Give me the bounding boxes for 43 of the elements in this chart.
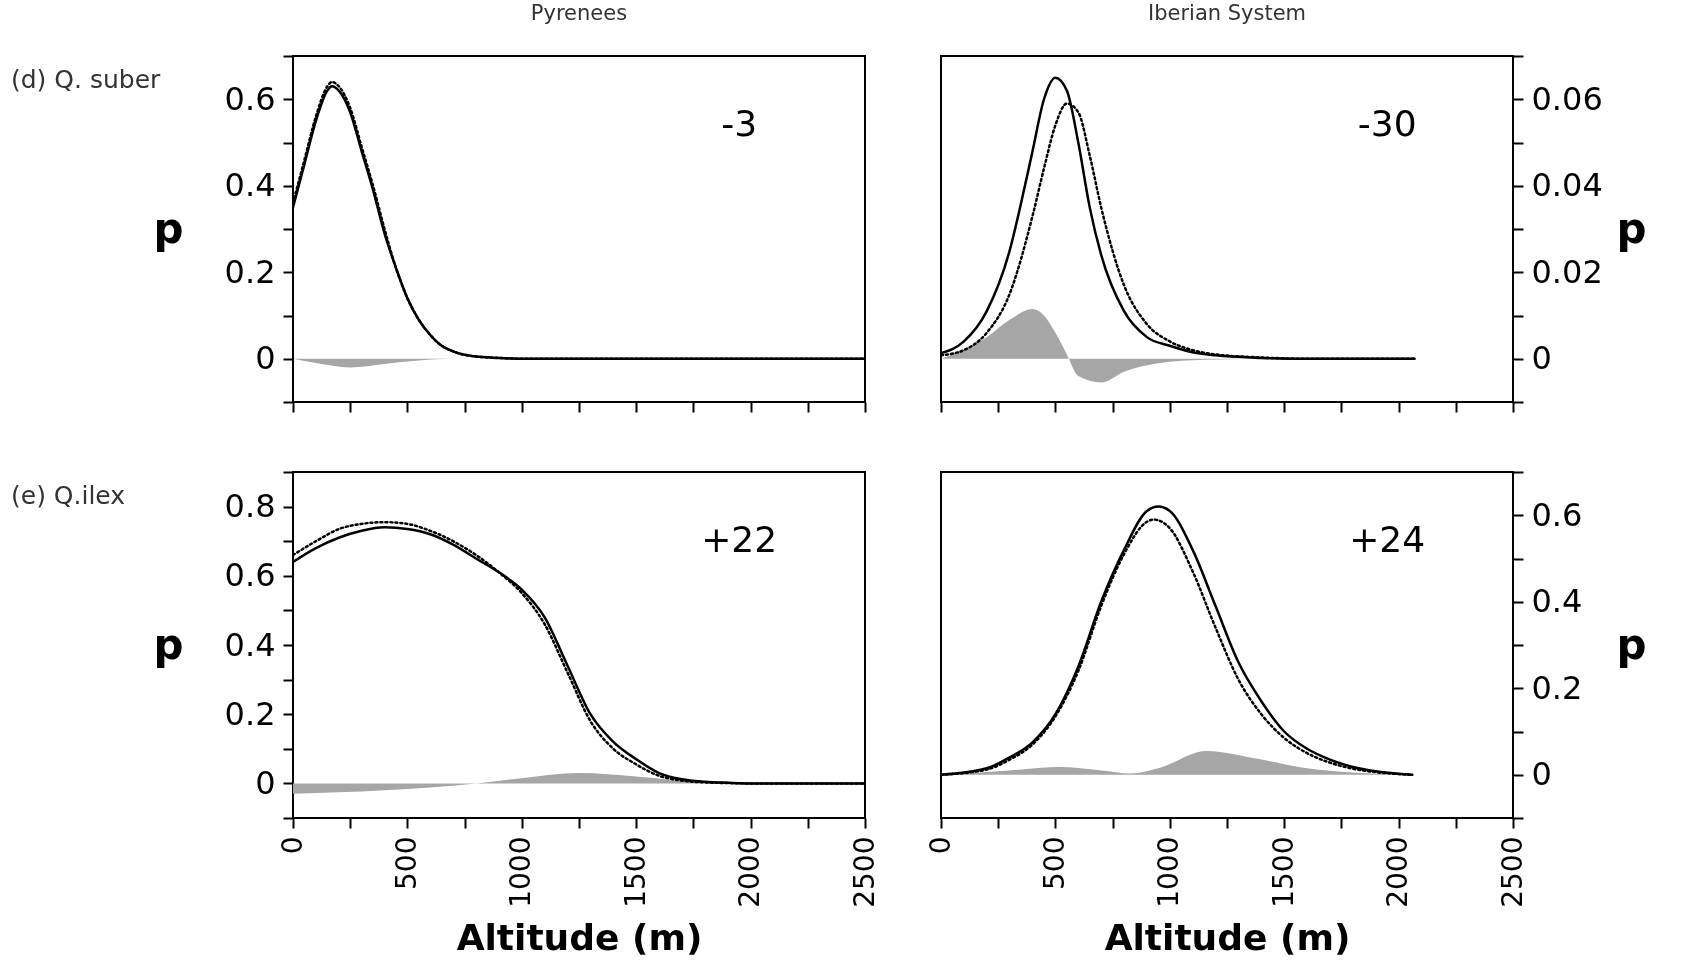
annotation: -30 bbox=[1357, 103, 1417, 145]
chart-title: Pyrenees bbox=[530, 1, 628, 25]
y-tick-label: 0.8 bbox=[224, 487, 276, 526]
y2-tick-label: 0.02 bbox=[1531, 252, 1603, 291]
x-tick-label: 500 bbox=[389, 836, 423, 890]
x-tick-label: 1000 bbox=[1152, 836, 1186, 908]
text: (d) Q. suber bbox=[11, 65, 162, 94]
x-tick-label: 2500 bbox=[1495, 836, 1529, 908]
y2-tick-label: 0.2 bbox=[1531, 668, 1583, 707]
x-tick-label: 0 bbox=[923, 836, 957, 855]
y-tick-label: 0.4 bbox=[224, 166, 276, 205]
y2-axis-title: p bbox=[1616, 203, 1647, 253]
y2-tick-label: 0.4 bbox=[1531, 582, 1583, 621]
annotation: +24 bbox=[1349, 519, 1426, 561]
y-tick-label: 0.4 bbox=[224, 625, 276, 664]
x-tick-label: 2000 bbox=[1381, 836, 1415, 908]
y-tick-label: 0.6 bbox=[224, 556, 276, 595]
y-tick-label: 0 bbox=[255, 339, 276, 378]
x-tick-label: 500 bbox=[1037, 836, 1071, 890]
y-tick-label: 0 bbox=[255, 763, 276, 802]
y2-tick-label: 0.06 bbox=[1531, 79, 1603, 118]
x-axis-title: Altitude (m) bbox=[1104, 916, 1351, 958]
x-tick-label: 1500 bbox=[1266, 836, 1300, 908]
x-tick-label: 2500 bbox=[847, 836, 881, 908]
y-axis-title: p bbox=[153, 203, 184, 253]
chart-title: Iberian System bbox=[1147, 1, 1307, 25]
y2-tick-label: 0.6 bbox=[1531, 495, 1583, 534]
y2-tick-label: 0 bbox=[1531, 755, 1552, 794]
x-tick-label: 1000 bbox=[504, 836, 538, 908]
y2-tick-label: 0.04 bbox=[1531, 166, 1603, 205]
x-axis-title: Altitude (m) bbox=[456, 916, 703, 958]
y-tick-label: 0.2 bbox=[224, 252, 276, 291]
x-tick-label: 1500 bbox=[618, 836, 652, 908]
y-tick-label: 0.2 bbox=[224, 694, 276, 733]
y-tick-label: 0.6 bbox=[224, 79, 276, 118]
text: (e) Q.ilex bbox=[11, 481, 126, 510]
y-axis-title: p bbox=[153, 619, 184, 669]
y2-axis-title: p bbox=[1616, 619, 1647, 669]
annotation: -3 bbox=[721, 103, 758, 145]
x-tick-label: 2000 bbox=[733, 836, 767, 908]
y2-tick-label: 0 bbox=[1531, 339, 1552, 378]
annotation: +22 bbox=[701, 519, 778, 561]
x-tick-label: 0 bbox=[275, 836, 309, 855]
